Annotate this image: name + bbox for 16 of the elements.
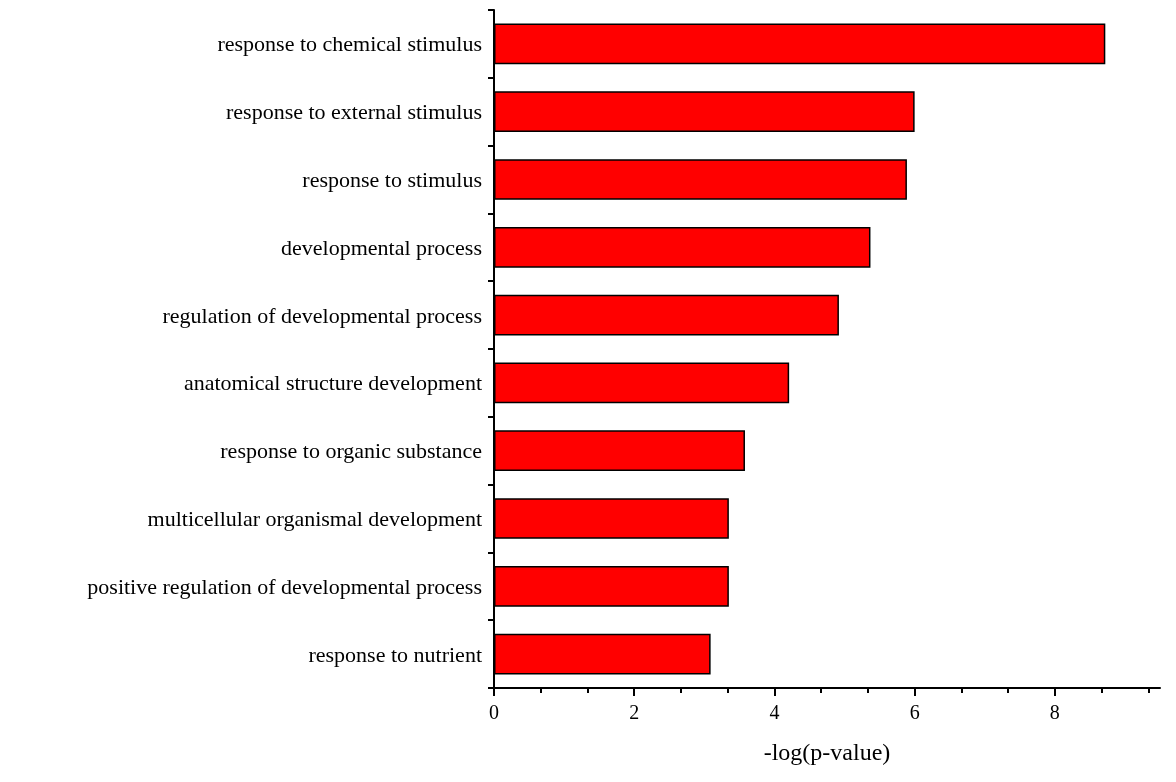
x-tick-label: 0 — [489, 701, 499, 723]
y-tick-label: regulation of developmental process — [162, 302, 482, 328]
y-tick-label: multicellular organismal development — [147, 506, 482, 531]
y-tick-label: positive regulation of developmental process — [87, 573, 482, 599]
y-tick-label: response to nutrient — [308, 641, 482, 667]
y-tick-label: response to stimulus — [302, 167, 482, 192]
x-tick-label: 6 — [909, 701, 920, 723]
y-tick-label: response to external stimulus — [225, 99, 482, 125]
y-tick-label: response to chemical stimulus — [217, 31, 482, 57]
y-tick-label: developmental process — [281, 234, 482, 260]
x-axis-title: -log(p-value) — [763, 739, 891, 765]
y-tick-label: response to organic substance — [220, 438, 482, 464]
y-tick-label: anatomical structure development — [183, 370, 482, 396]
x-tick-label: 2 — [629, 701, 640, 723]
x-tick-label: 4 — [769, 701, 780, 723]
x-tick-label: 8 — [1049, 701, 1060, 723]
